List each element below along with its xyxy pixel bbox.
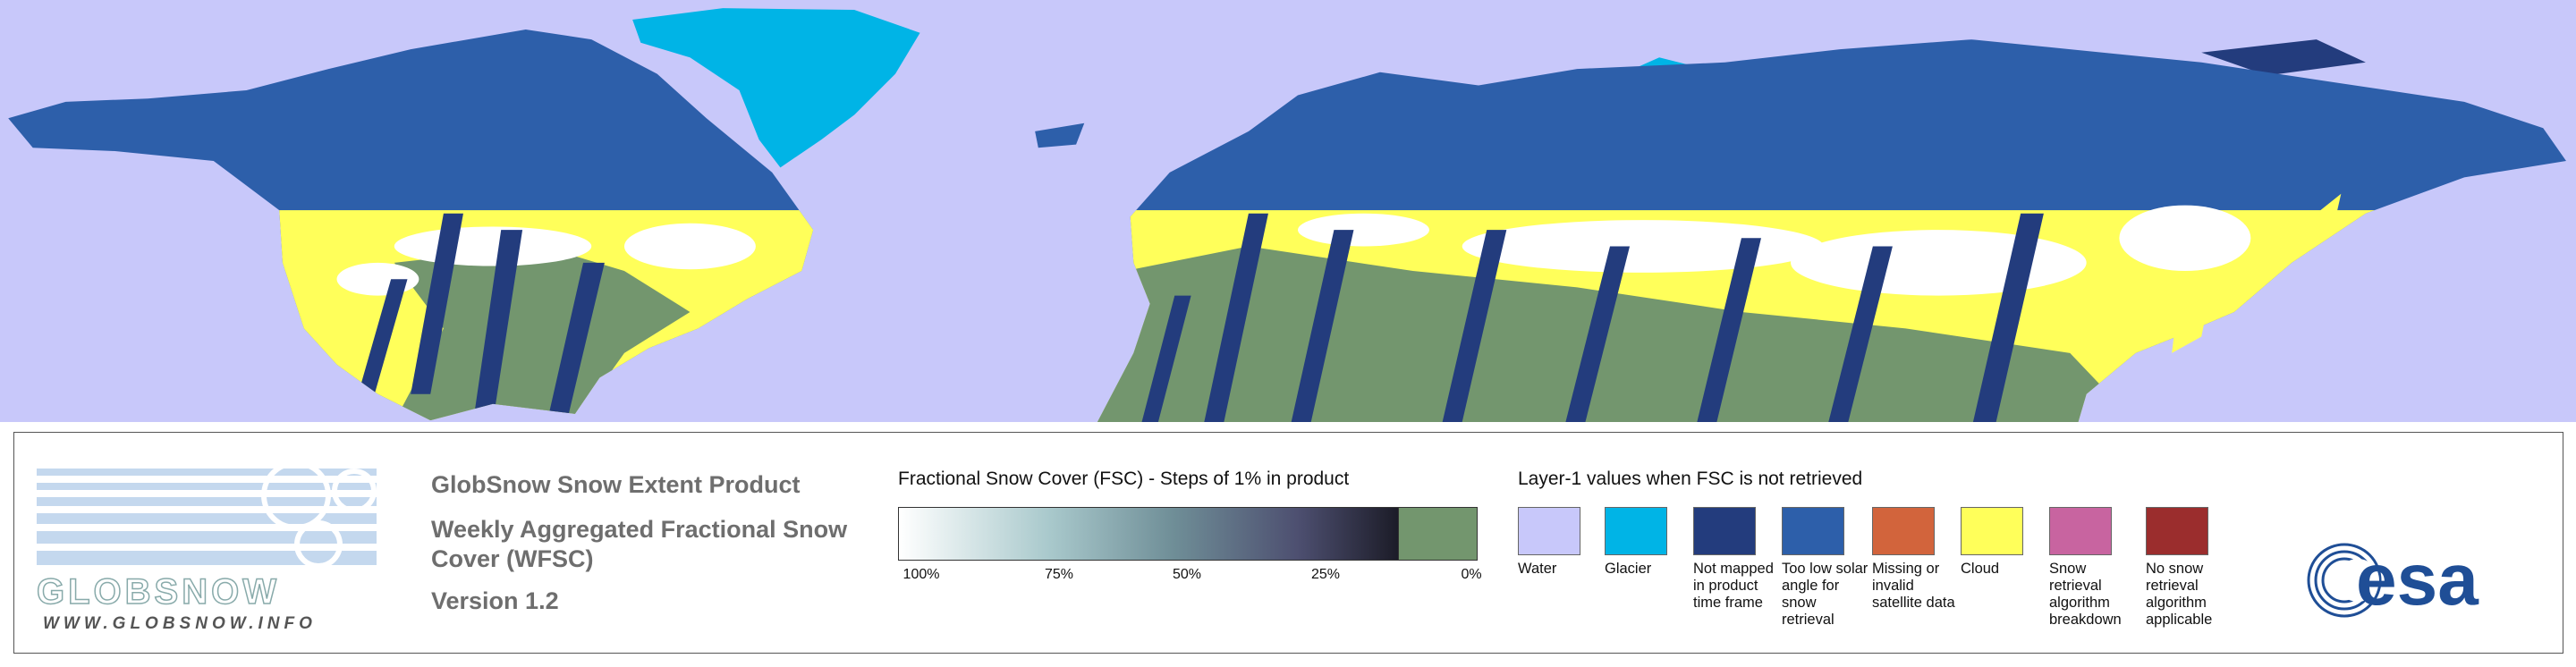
fsc-tick-label: 75%	[1044, 567, 1074, 582]
legend-swatch	[1605, 507, 1667, 555]
legend-swatch	[1872, 507, 1935, 555]
logo-name: GLOBSNOW	[36, 571, 280, 612]
legend-swatch	[1693, 507, 1756, 555]
legend-label: Water	[1518, 561, 1557, 577]
product-subtitle: Weekly Aggregated Fractional Snow Cover …	[431, 516, 848, 572]
iceland	[1035, 122, 1085, 148]
fsc-gradient	[898, 507, 1399, 561]
fsc-tick-label: 50%	[1172, 567, 1202, 582]
japan	[2172, 295, 2210, 353]
legend-swatch	[2049, 507, 2112, 555]
esa-logo: esa	[2307, 540, 2479, 621]
fsc-title: Fractional Snow Cover (FSC) - Steps of 1…	[898, 469, 1350, 489]
product-title: GlobSnow Snow Extent Product	[431, 471, 801, 498]
legend-swatch	[1782, 507, 1844, 555]
legend-swatch	[1518, 507, 1580, 555]
legend-label: Missing or invalid satellite data	[1872, 561, 1955, 611]
fsc-tick-label: 100%	[902, 567, 940, 582]
snow-map	[0, 0, 2576, 422]
layer1-title: Layer-1 values when FSC is not retrieved	[1518, 469, 1863, 489]
esa-text: esa	[2356, 540, 2479, 621]
legend-panel: GLOBSNOW WWW.GLOBSNOW.INFO GlobSnow Snow…	[13, 432, 2563, 654]
product-version: Version 1.2	[431, 587, 559, 614]
legend-label: Not mapped in product time frame	[1693, 561, 1774, 611]
islands	[2201, 39, 2366, 76]
fsc-tick-label: 25%	[1310, 567, 1341, 582]
legend-label: Too low solar angle for snow retrieval	[1782, 561, 1868, 628]
greenland	[632, 8, 920, 168]
legend-label: Glacier	[1605, 561, 1652, 577]
logo-graphic	[37, 460, 377, 569]
legend-label: No snow retrieval algorithm applicable	[2146, 561, 2213, 628]
legend-label: Snow retrieval algorithm breakdown	[2049, 561, 2122, 628]
legend-swatch	[2146, 507, 2208, 555]
logo-url: WWW.GLOBSNOW.INFO	[43, 614, 317, 633]
legend-label: Cloud	[1961, 561, 2000, 577]
fsc-zero-swatch	[1399, 507, 1478, 561]
legend-swatch	[1961, 507, 2023, 555]
fsc-tick-label: 0%	[1461, 567, 1482, 582]
